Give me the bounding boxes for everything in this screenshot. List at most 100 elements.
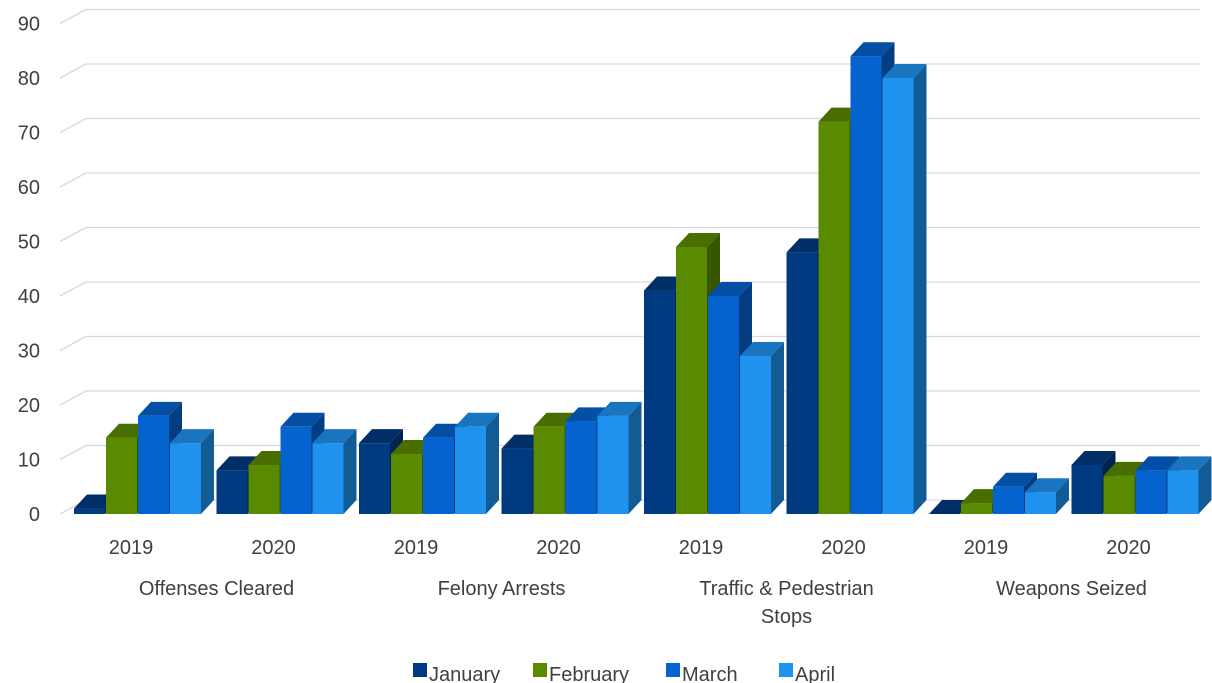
bar-top — [993, 472, 1037, 487]
gridline-side — [59, 8, 87, 25]
x-tick-label: 2020 — [1106, 537, 1151, 559]
bar-front — [961, 503, 992, 514]
bar-front — [74, 508, 105, 514]
legend-item: March — [666, 663, 738, 683]
x-tick-label: 2020 — [251, 537, 296, 559]
bar-front — [1025, 492, 1056, 514]
bar-front — [138, 415, 169, 514]
bar-top — [280, 412, 325, 427]
x-axis-labels: 2019 2020 Offenses Cleared 2019 2020 Felony A… — [109, 537, 1151, 628]
bar-front — [1103, 475, 1135, 514]
bar-front — [644, 290, 675, 514]
gridline-side — [59, 117, 87, 134]
legend-swatch — [666, 663, 680, 677]
bar-front — [993, 486, 1024, 514]
y-tick-label: 20 — [18, 395, 40, 417]
x-group-label: Felony Arrests — [438, 578, 566, 600]
bar — [882, 64, 927, 514]
bar — [740, 341, 784, 514]
y-tick-label: 60 — [18, 177, 40, 199]
gridline-side — [59, 444, 87, 461]
bar-side — [1056, 478, 1069, 514]
bar-top — [312, 429, 357, 444]
x-tick-label: 2019 — [109, 537, 154, 559]
bar-top — [359, 429, 403, 444]
bar-side — [1198, 456, 1212, 514]
legend-label: January — [429, 664, 500, 683]
y-tick-label: 0 — [29, 504, 40, 526]
bar-front — [423, 437, 454, 514]
bar-top — [1135, 456, 1180, 471]
gridline-side — [59, 226, 87, 243]
x-tick-label: 2019 — [679, 537, 724, 559]
bar-front — [597, 415, 629, 514]
bar — [170, 429, 214, 514]
bar-side — [201, 429, 214, 514]
legend-item: January — [413, 663, 500, 683]
bar-side — [771, 341, 784, 514]
bar-top — [676, 232, 720, 247]
bar-front — [1135, 470, 1167, 514]
bar-front — [1071, 464, 1103, 514]
y-tick-label: 80 — [18, 68, 40, 90]
gridline-side — [59, 281, 87, 297]
bar-front — [1167, 470, 1199, 514]
legend-item: April — [779, 663, 835, 683]
bars — [74, 42, 1212, 514]
legend-label: April — [795, 664, 835, 683]
bar-front — [391, 454, 422, 514]
x-tick-label: 2019 — [394, 537, 439, 559]
bar-top — [597, 401, 642, 416]
gridline-side — [59, 172, 87, 188]
bar-top — [138, 401, 182, 416]
legend-swatch — [413, 663, 427, 677]
bar-front — [455, 426, 486, 514]
y-tick-label: 40 — [18, 286, 40, 308]
x-group-label: Traffic & Pedestrian — [699, 578, 874, 600]
x-tick-label: 2019 — [964, 537, 1009, 559]
legend-swatch — [779, 663, 793, 677]
bar — [312, 429, 357, 514]
bar-top — [708, 282, 752, 296]
x-group-label: Weapons Seized — [996, 578, 1147, 600]
bar — [455, 412, 499, 514]
bar-top — [455, 412, 499, 427]
bar-top — [1167, 456, 1212, 471]
bar-front — [740, 355, 771, 514]
bar-front — [676, 246, 707, 514]
bar-top — [1025, 478, 1069, 493]
bar-front — [818, 121, 850, 514]
y-tick-label: 90 — [18, 14, 40, 36]
bar-front — [216, 470, 248, 514]
bar-front — [708, 296, 739, 514]
y-axis-tick-labels: 0 10 20 30 40 50 60 70 80 90 — [18, 14, 40, 527]
bar-top — [740, 341, 784, 356]
bar-top — [1071, 450, 1116, 465]
bar-top — [850, 42, 895, 57]
gridlines — [59, 8, 1200, 515]
x-group-label: Offenses Cleared — [139, 578, 294, 600]
bar-front — [248, 464, 280, 514]
bar-side — [628, 401, 642, 514]
x-tick-label: 2020 — [536, 537, 581, 559]
legend-label: March — [682, 664, 738, 683]
bar — [1167, 456, 1212, 514]
bar-front — [280, 426, 312, 514]
x-tick-label: 2020 — [821, 537, 866, 559]
bar — [1025, 478, 1069, 514]
gridline-side — [59, 63, 87, 79]
bar-front — [850, 56, 882, 514]
y-tick-label: 30 — [18, 341, 40, 363]
bar-side — [486, 412, 499, 514]
bar-side — [343, 429, 357, 514]
bar-front — [501, 448, 533, 514]
bar-front — [565, 421, 597, 514]
bar-front — [106, 437, 137, 514]
x-group-label: Stops — [761, 606, 812, 628]
bar-front — [786, 252, 818, 514]
gridline-side — [59, 390, 87, 406]
gridline-side — [59, 335, 87, 352]
bar-front — [882, 78, 914, 514]
y-tick-label: 70 — [18, 123, 40, 145]
